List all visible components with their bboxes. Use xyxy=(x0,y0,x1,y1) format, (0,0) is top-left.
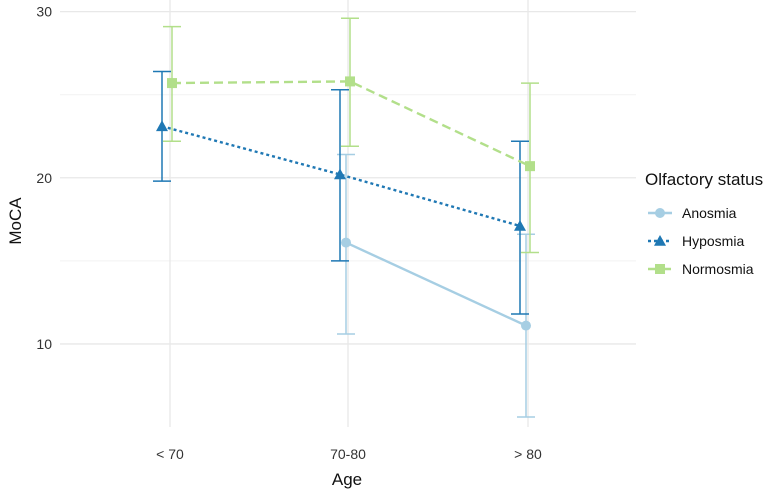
series-normosmia xyxy=(163,17,539,254)
series-layer xyxy=(153,17,539,418)
legend: Olfactory status Anosmia Hyposmia Normosmi… xyxy=(645,170,763,277)
x-tick-label: 70-80 xyxy=(330,446,366,462)
data-point xyxy=(156,120,168,132)
y-axis-title: MoCA xyxy=(6,197,25,245)
legend-label: Hyposmia xyxy=(682,233,744,249)
x-axis-title: Age xyxy=(332,470,362,489)
series-line xyxy=(345,241,527,327)
data-point xyxy=(521,320,531,331)
legend-key-marker xyxy=(654,235,666,246)
data-point xyxy=(525,161,535,172)
legend-title: Olfactory status xyxy=(645,170,763,189)
data-point xyxy=(334,168,346,180)
legend-label: Anosmia xyxy=(682,205,737,221)
data-point xyxy=(167,78,177,89)
y-tick-label: 10 xyxy=(36,336,52,352)
data-point xyxy=(345,76,355,87)
grid xyxy=(60,0,636,427)
series-line xyxy=(161,125,521,228)
legend-label: Normosmia xyxy=(682,261,754,277)
x-axis-ticks: < 70 70-80 > 80 xyxy=(156,446,542,462)
legend-key-marker xyxy=(655,208,665,218)
legend-key-marker xyxy=(655,264,665,274)
legend-item-anosmia: Anosmia xyxy=(648,205,737,221)
series-line xyxy=(171,80,531,168)
y-axis-ticks: 10 20 30 xyxy=(36,4,52,352)
y-tick-label: 20 xyxy=(36,170,52,186)
x-tick-label: < 70 xyxy=(156,446,184,462)
legend-item-normosmia: Normosmia xyxy=(648,261,754,277)
y-tick-label: 30 xyxy=(36,4,52,20)
legend-item-hyposmia: Hyposmia xyxy=(648,233,744,249)
data-point xyxy=(341,237,351,248)
data-point xyxy=(514,219,526,231)
x-tick-label: > 80 xyxy=(514,446,542,462)
series-hyposmia xyxy=(153,70,529,315)
series-anosmia xyxy=(337,153,535,418)
